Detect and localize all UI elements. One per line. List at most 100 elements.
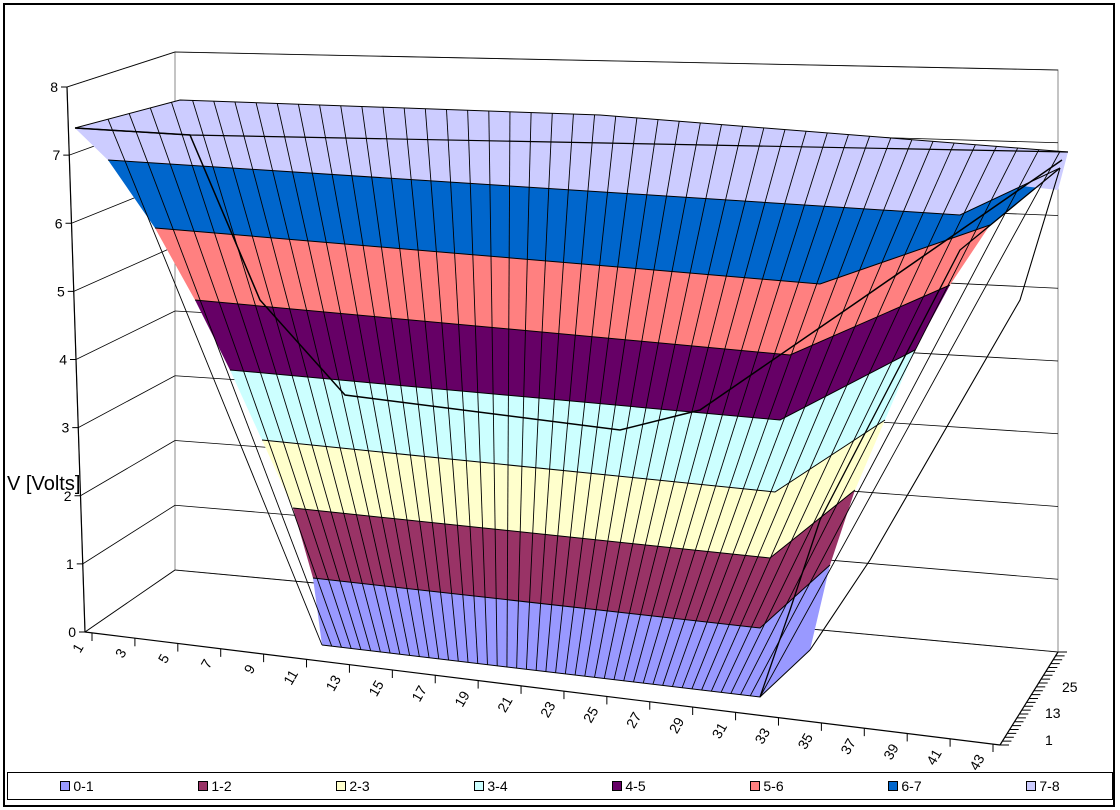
z-tick-label: 1 (66, 556, 74, 572)
legend-item: 6-7 (888, 778, 922, 794)
x-axis: 1 3 5 7 9 11 13 15 17 19 21 23 25 27 29 31 33 35 37 39 41 43 (69, 631, 1001, 773)
mesh-line (555, 116, 617, 673)
gridline-left (66, 51, 176, 88)
legend-label: 5-6 (763, 778, 784, 794)
x-tick-label: 13 (322, 672, 344, 694)
legend-item: 3-4 (474, 778, 508, 794)
x-tick-label: 11 (280, 667, 301, 688)
surface-band (195, 285, 950, 420)
x-tick-label: 41 (923, 746, 945, 768)
mesh-line (720, 144, 976, 693)
x-tick-label: 37 (837, 735, 859, 757)
mesh-line (525, 113, 553, 670)
mesh-line (446, 109, 479, 664)
surface-band (230, 350, 915, 492)
legend-item: 7-8 (1026, 778, 1060, 794)
z-axis: 0 1 2 3 4 5 6 7 8 (50, 79, 86, 640)
mesh-line (652, 132, 828, 685)
mesh-line (403, 107, 459, 662)
mesh-line (701, 141, 934, 691)
x-tick-label: 3 (112, 646, 130, 661)
x-tick-label: 7 (198, 656, 216, 671)
surface-band (155, 225, 990, 355)
mesh-line (506, 111, 511, 667)
legend-swatch (336, 781, 347, 791)
legend-label: 4-5 (625, 778, 646, 794)
gridline-left (84, 569, 176, 633)
mesh-line (361, 106, 440, 659)
legend-label: 6-7 (901, 778, 922, 794)
z-tick-label: 8 (50, 79, 58, 95)
mesh-line (545, 114, 596, 672)
legend-item: 1-2 (198, 778, 232, 794)
legend-swatch (612, 781, 623, 791)
gridline-left (80, 440, 176, 497)
mesh-line (171, 102, 352, 649)
mesh-rim-line (74, 127, 1069, 153)
mesh-line (749, 149, 1040, 697)
mesh-line (662, 134, 849, 686)
band-edge (292, 489, 856, 559)
y-tick-label: 13 (1045, 705, 1061, 721)
legend-label: 2-3 (349, 778, 370, 794)
z-tick-label: 4 (59, 352, 67, 368)
mesh-line (107, 119, 323, 646)
legend-label: 7-8 (1039, 778, 1060, 794)
band-edge (194, 284, 951, 356)
z-tick-label: 6 (55, 215, 63, 231)
mesh-line (297, 104, 411, 656)
x-tick-label: 39 (880, 741, 902, 763)
surface-band (262, 420, 885, 558)
x-tick-label: 23 (537, 698, 559, 720)
surface-mesh (74, 99, 1069, 698)
z-tick-label: 0 (68, 624, 76, 640)
surface (75, 100, 1068, 697)
gridline-back (174, 51, 1059, 71)
x-tick-label: 9 (240, 661, 258, 676)
x-tick-label: 17 (408, 683, 430, 705)
legend-swatch (888, 781, 899, 791)
mesh-line (276, 103, 401, 655)
mesh-line (535, 114, 574, 671)
legend-item: 4-5 (612, 778, 646, 794)
legend-item: 0-1 (60, 778, 94, 794)
mesh-line (671, 136, 871, 687)
z-tick-label: 2 (64, 488, 72, 504)
mesh-line (128, 113, 333, 647)
mesh-line (574, 119, 659, 676)
x-tick-label: 31 (709, 720, 731, 742)
mesh-line (488, 111, 498, 666)
x-tick-label: 19 (451, 688, 473, 710)
mesh-line (340, 105, 430, 658)
x-tick-label: 15 (365, 677, 387, 699)
legend-swatch (474, 781, 485, 791)
band-edge (154, 224, 991, 285)
mesh-line (424, 108, 469, 663)
legend-label: 1-2 (211, 778, 232, 794)
x-tick-label: 1 (69, 640, 87, 655)
mesh-line (623, 127, 765, 681)
mesh-line (584, 121, 680, 677)
mesh-line (319, 104, 420, 657)
surface-rim (75, 100, 1068, 190)
mesh-line (691, 139, 913, 690)
mesh-line (759, 151, 1061, 698)
x-tick-label: 33 (751, 725, 773, 747)
surface-band (313, 565, 830, 697)
mesh-curve (74, 127, 1063, 431)
mesh-line (192, 100, 362, 650)
z-tick-label: 7 (52, 147, 60, 163)
y-axis-title: V [Volts] (7, 473, 80, 495)
legend-label: 3-4 (487, 778, 508, 794)
surface-band (108, 160, 1060, 284)
legend-item: 2-3 (336, 778, 370, 794)
legend-swatch (1026, 781, 1037, 791)
y-tick-label: 25 (1062, 679, 1078, 695)
mesh-line (710, 142, 955, 692)
mesh-curve (809, 167, 1061, 651)
gridline-left (78, 375, 176, 428)
legend-label: 0-1 (73, 778, 94, 794)
z-tick-label: 3 (61, 420, 69, 436)
z-tick-label: 5 (57, 283, 65, 299)
